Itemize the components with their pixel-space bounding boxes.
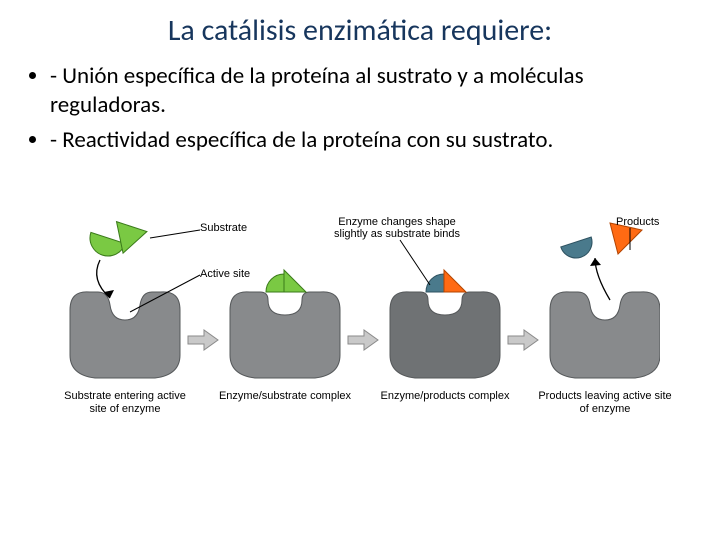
caption-stage-3: Enzyme/products complex xyxy=(375,390,515,403)
slide: La catálisis enzimática requiere: - Unió… xyxy=(0,0,720,540)
label-enzyme-change: Enzyme changes shape slightly as substra… xyxy=(332,216,462,240)
bullet-item: - Unión específica de la proteína al sus… xyxy=(50,62,692,120)
flow-arrow xyxy=(508,330,538,350)
diagram-svg xyxy=(60,220,660,470)
caption-stage-4: Products leaving active site of enzyme xyxy=(535,390,675,415)
bullet-item: - Reactividad específica de la proteína … xyxy=(50,126,692,155)
caption-stage-1: Substrate entering active site of enzyme xyxy=(55,390,195,415)
stage-3 xyxy=(390,240,500,378)
label-active-site: Active site xyxy=(200,268,250,280)
label-substrate: Substrate xyxy=(200,222,247,234)
product-half-icon xyxy=(561,237,596,262)
product-tri-icon xyxy=(444,270,466,292)
bullet-list: - Unión específica de la proteína al sus… xyxy=(28,62,692,160)
enzyme-shape xyxy=(230,292,340,378)
flow-arrow xyxy=(348,330,378,350)
page-title: La catálisis enzimática requiere: xyxy=(0,12,720,49)
stage-2 xyxy=(230,270,340,378)
caption-stage-2: Enzyme/substrate complex xyxy=(215,390,355,403)
enzyme-shape xyxy=(70,292,180,378)
enzyme-diagram: Substrate Active site Enzyme changes sha… xyxy=(60,220,660,470)
flow-arrow xyxy=(188,330,218,350)
substrate-icon xyxy=(85,222,147,261)
enzyme-shape xyxy=(390,292,500,378)
stage-4 xyxy=(550,223,660,378)
substrate-bound-icon xyxy=(266,270,306,292)
stage-1 xyxy=(70,222,200,378)
label-products: Products xyxy=(616,216,659,228)
enzyme-shape xyxy=(550,292,660,378)
